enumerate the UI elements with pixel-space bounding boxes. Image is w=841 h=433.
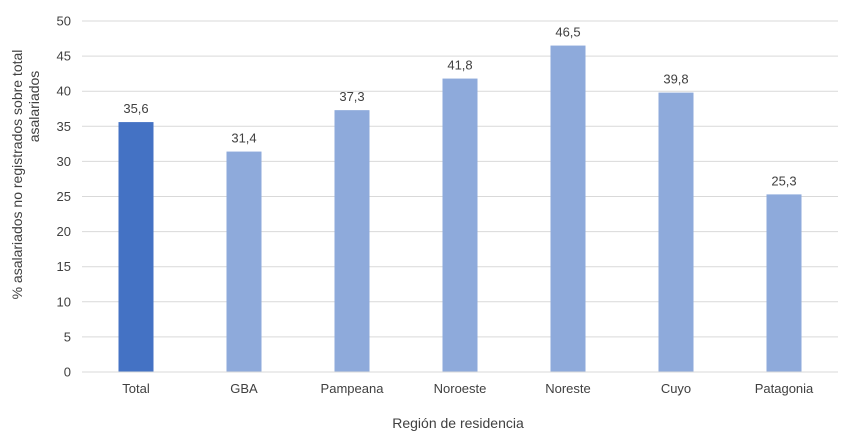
y-tick-label: 20 bbox=[57, 224, 71, 239]
bar-total bbox=[118, 122, 154, 372]
bar-gba bbox=[226, 151, 262, 372]
x-tick-label-pampeana: Pampeana bbox=[321, 381, 385, 396]
bar-pampeana bbox=[334, 110, 370, 373]
y-tick-label: 40 bbox=[57, 84, 71, 99]
bar-noroeste bbox=[442, 78, 478, 373]
data-label-gba: 31,4 bbox=[231, 131, 256, 146]
bar-cuyo bbox=[658, 92, 694, 372]
x-tick-label-noroeste: Noroeste bbox=[434, 381, 487, 396]
x-tick-label-total: Total bbox=[122, 381, 150, 396]
y-tick-label: 35 bbox=[57, 119, 71, 134]
y-tick-label: 45 bbox=[57, 49, 71, 64]
data-labels: 35,6 31,4 37,3 41,8 46,5 39,8 25,3 bbox=[123, 25, 796, 189]
y-tick-label: 25 bbox=[57, 189, 71, 204]
data-label-cuyo: 39,8 bbox=[663, 72, 688, 87]
y-tick-label: 10 bbox=[57, 294, 71, 309]
y-axis-title-line1: % asalariados no registrados sobre total bbox=[9, 50, 25, 300]
data-label-noroeste: 41,8 bbox=[447, 58, 472, 73]
y-tick-label: 15 bbox=[57, 259, 71, 274]
bar-patagonia bbox=[766, 194, 802, 372]
x-axis-title: Región de residencia bbox=[392, 415, 524, 431]
y-tick-label: 50 bbox=[57, 14, 71, 29]
x-tick-label-cuyo: Cuyo bbox=[661, 381, 691, 396]
x-tick-label-noreste: Noreste bbox=[545, 381, 591, 396]
bar-noreste bbox=[550, 45, 586, 372]
x-axis-categories: Total GBA Pampeana Noroeste Noreste Cuyo Patag… bbox=[122, 381, 814, 396]
y-tick-label: 0 bbox=[64, 365, 71, 380]
y-axis-title-line2: asalariados bbox=[26, 71, 42, 143]
data-label-total: 35,6 bbox=[123, 101, 148, 116]
bars bbox=[118, 45, 802, 373]
y-tick-label: 5 bbox=[64, 329, 71, 344]
data-label-patagonia: 25,3 bbox=[771, 173, 796, 188]
data-label-noreste: 46,5 bbox=[555, 25, 580, 40]
x-tick-label-gba: GBA bbox=[230, 381, 258, 396]
x-tick-label-patagonia: Patagonia bbox=[755, 381, 814, 396]
data-label-pampeana: 37,3 bbox=[339, 89, 364, 104]
y-tick-label: 30 bbox=[57, 154, 71, 169]
y-axis-ticks: 0 5 10 15 20 25 30 35 40 45 50 bbox=[57, 14, 71, 380]
